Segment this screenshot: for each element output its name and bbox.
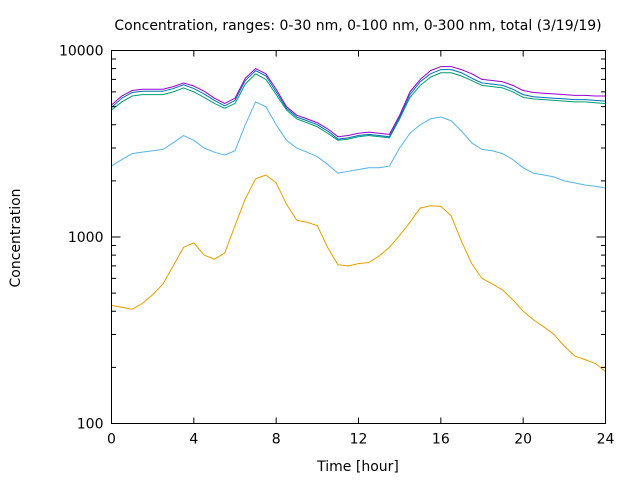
series-line-0	[111, 174, 606, 372]
series-line-4	[111, 66, 606, 138]
series-line-3	[111, 69, 606, 140]
y-tick-label: 10000	[59, 44, 104, 60]
x-tick-label: 20	[514, 432, 532, 448]
series-line-2	[111, 72, 606, 141]
y-tick-label: 100	[77, 417, 104, 433]
y-tick-label: 1000	[68, 230, 104, 246]
x-tick-label: 4	[189, 432, 198, 448]
ticks-layer: 0 4 8 12 16 20 24 100 1000 10000	[59, 44, 615, 448]
series-layer	[111, 66, 606, 372]
x-tick-label: 16	[432, 432, 450, 448]
chart-title: Concentration, ranges: 0-30 nm, 0-100 nm…	[114, 18, 601, 34]
x-tick-label: 12	[350, 432, 368, 448]
x-axis-label: Time [hour]	[316, 459, 399, 475]
x-tick-label: 0	[107, 432, 116, 448]
x-tick-label: 24	[597, 432, 615, 448]
y-axis-label: Concentration	[8, 188, 24, 287]
plot-frame	[111, 50, 606, 424]
series-line-1	[111, 101, 606, 189]
x-tick-label: 8	[272, 432, 281, 448]
